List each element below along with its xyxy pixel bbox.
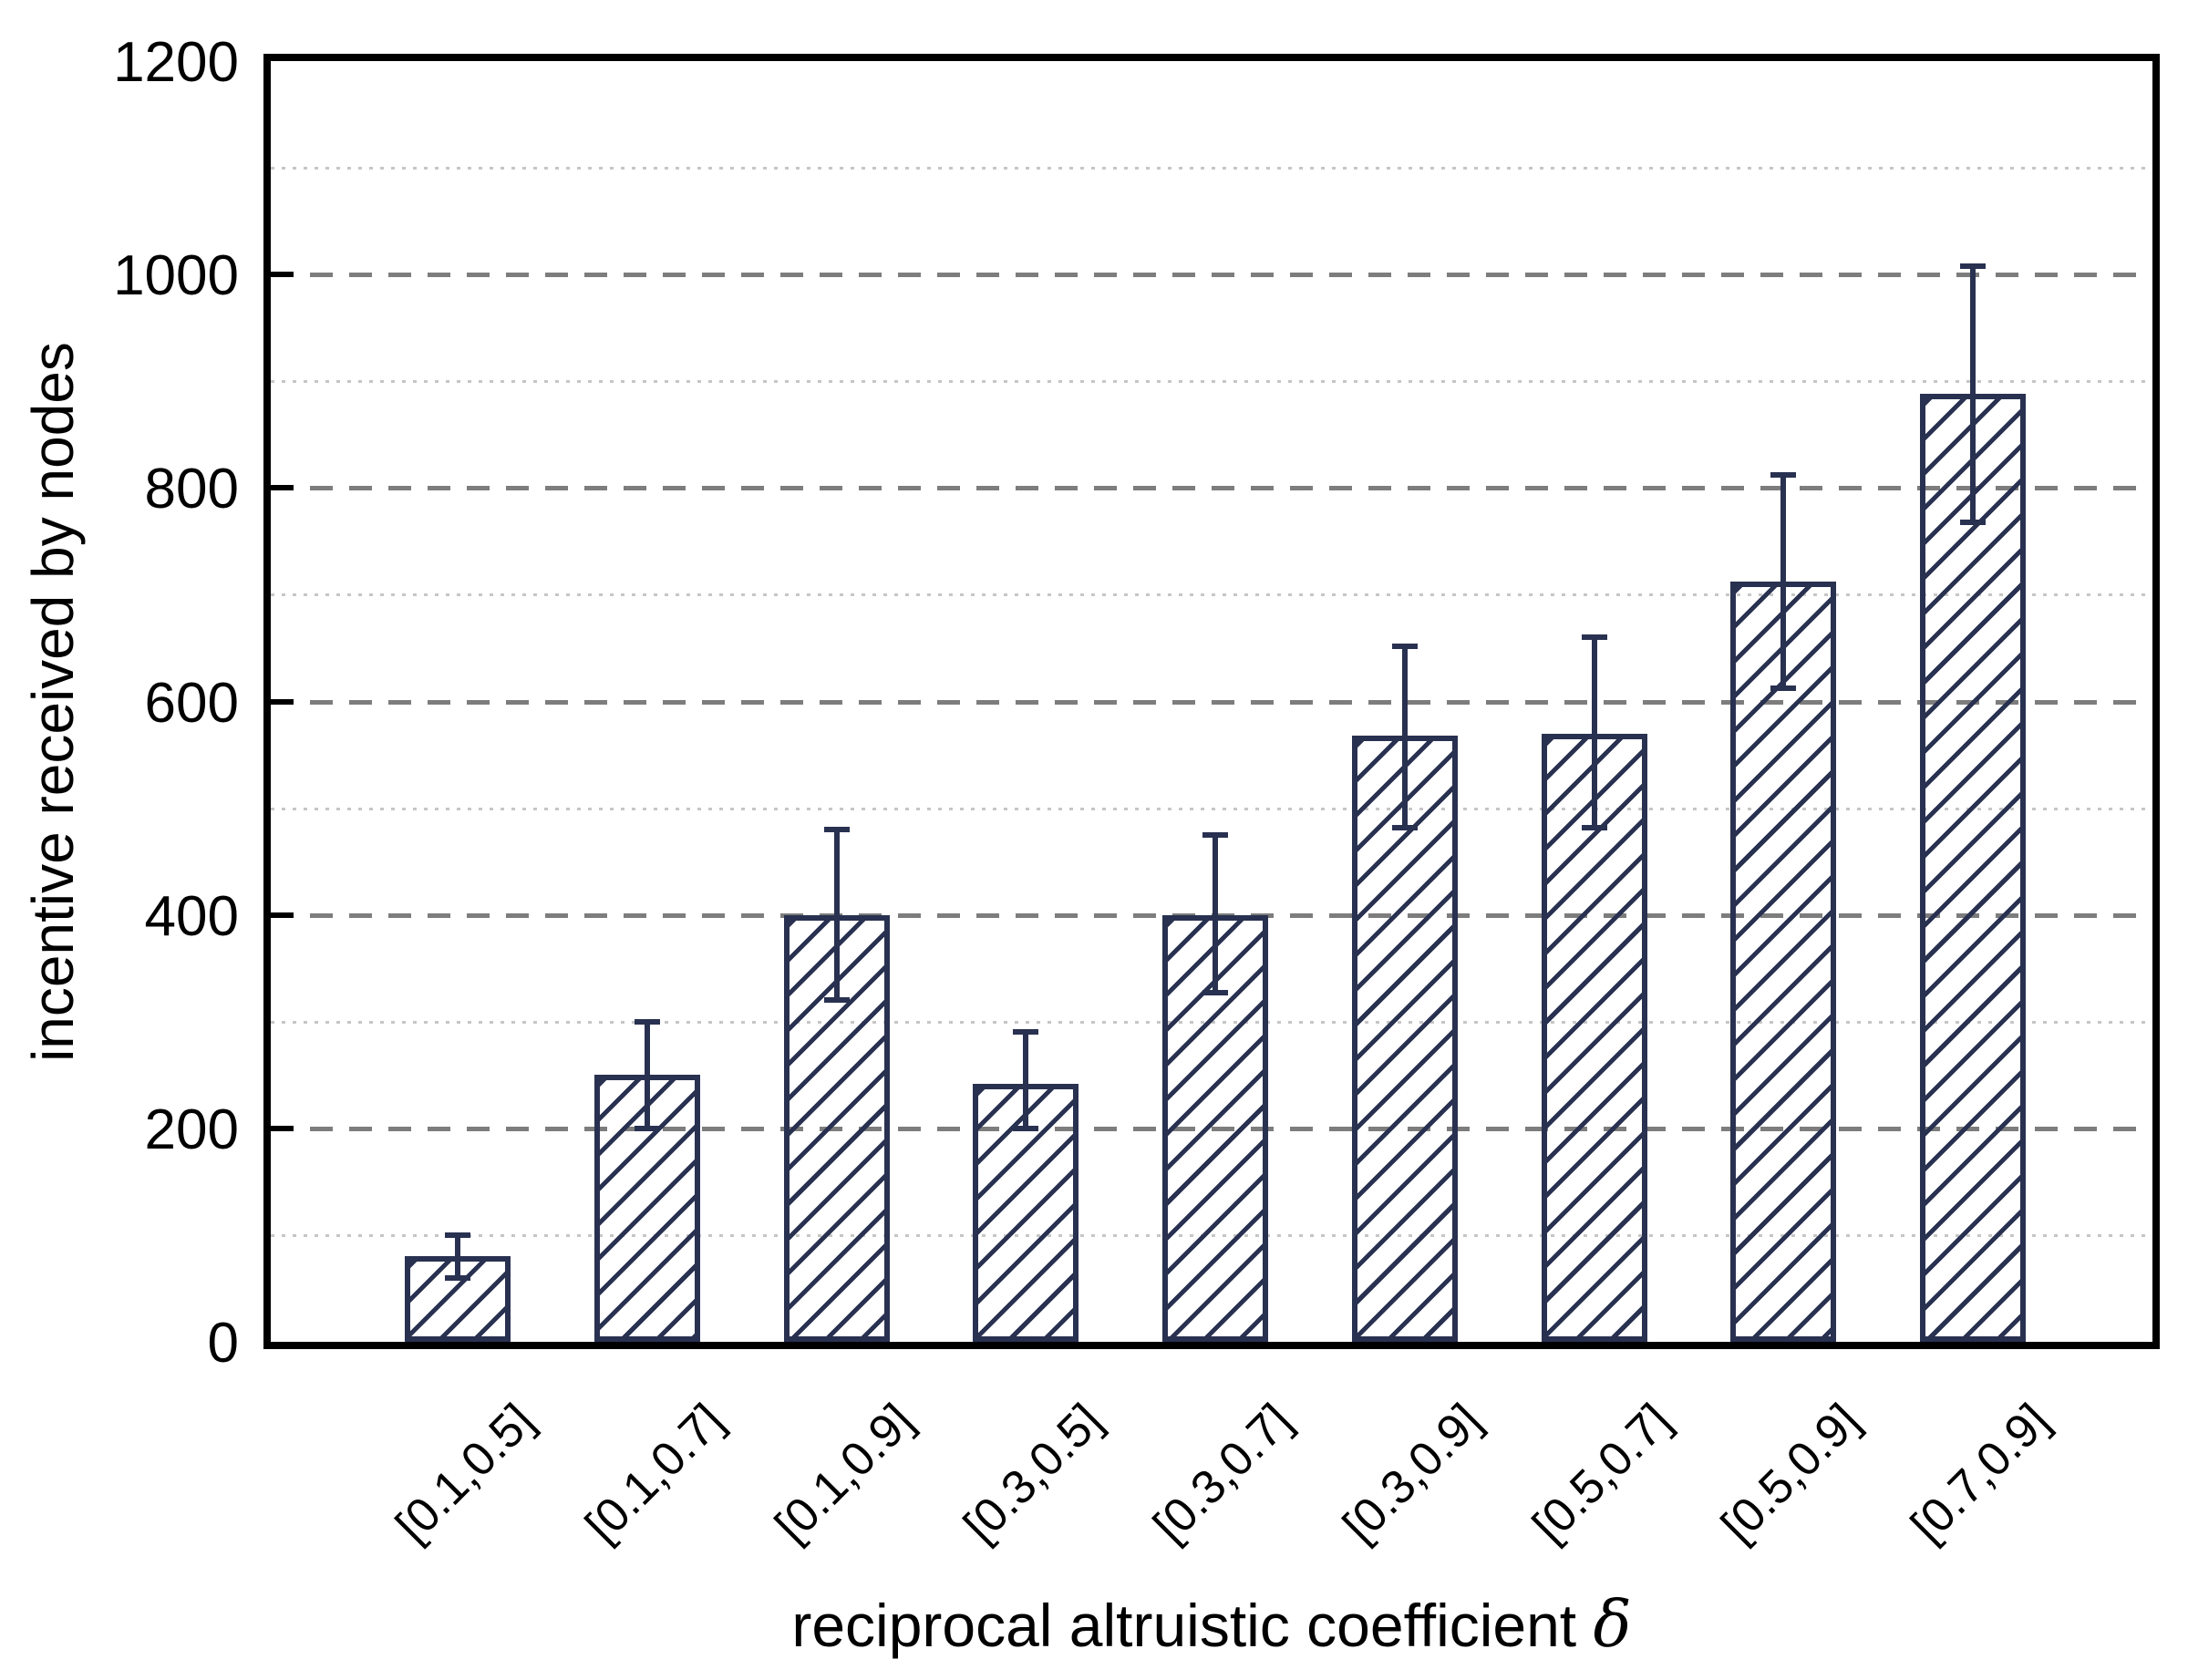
error-bar-cap-top-[0.3,0.9]: [1391, 643, 1418, 649]
error-bar-cap-bottom-[0.3,0.5]: [1013, 1125, 1039, 1131]
error-bar-cap-top-[0.1,0.5]: [445, 1232, 470, 1238]
y-axis-tick-400: [271, 912, 294, 918]
x-axis-title-text: reciprocal altruistic coefficient: [791, 1592, 1594, 1659]
y-tick-label-400: 400: [144, 884, 239, 948]
y-tick-label-600: 600: [144, 671, 239, 735]
x-tick-label-[0.3,0.9]: [0.3,0.9]: [1333, 1394, 1492, 1553]
y-axis-tick-200: [271, 1125, 294, 1131]
error-bar-cap-bottom-[0.1,0.9]: [823, 997, 850, 1004]
x-axis-title-delta-symbol: δ: [1593, 1587, 1632, 1662]
plot-area: [263, 54, 2160, 1349]
error-bar-[0.5,0.7]: [1591, 637, 1597, 828]
error-bar-cap-bottom-[0.5,0.9]: [1770, 685, 1797, 692]
x-tick-label-[0.7,0.9]: [0.7,0.9]: [1901, 1394, 2060, 1553]
error-bar-[0.1,0.7]: [644, 1021, 650, 1129]
y-axis-tick-600: [271, 698, 294, 705]
error-bar-[0.3,0.7]: [1213, 834, 1218, 994]
error-bar-[0.3,0.9]: [1401, 645, 1408, 828]
error-bar-cap-bottom-[0.1,0.7]: [634, 1125, 660, 1131]
y-tick-label-800: 800: [144, 458, 239, 521]
bar-[0.7,0.9]: [1920, 394, 2026, 1342]
y-axis-tick-800: [271, 485, 294, 491]
error-bar-[0.7,0.9]: [1970, 265, 1976, 522]
x-tick-label-[0.1,0.5]: [0.1,0.5]: [386, 1394, 545, 1553]
error-bar-[0.3,0.5]: [1023, 1032, 1029, 1129]
error-bar-cap-top-[0.1,0.7]: [634, 1018, 660, 1025]
y-axis-tick-1000: [271, 272, 294, 278]
error-bar-cap-bottom-[0.3,0.7]: [1202, 990, 1228, 996]
gridline-minor-900: [271, 380, 2152, 384]
x-tick-label-[0.5,0.7]: [0.5,0.7]: [1522, 1394, 1681, 1553]
y-tick-label-200: 200: [144, 1098, 239, 1161]
error-bar-cap-bottom-[0.1,0.5]: [445, 1274, 470, 1281]
gridline-major-1000: [271, 273, 2152, 278]
x-axis-title: reciprocal altruistic coefficient δ: [263, 1588, 2160, 1662]
error-bar-cap-bottom-[0.5,0.7]: [1581, 824, 1607, 830]
gridline-major-600: [271, 699, 2152, 705]
gridline-minor-700: [271, 593, 2152, 597]
x-tick-label-[0.1,0.7]: [0.1,0.7]: [575, 1394, 735, 1553]
error-bar-[0.1,0.5]: [455, 1234, 460, 1278]
error-bar-[0.5,0.9]: [1780, 475, 1787, 689]
error-bar-cap-top-[0.5,0.7]: [1581, 634, 1607, 641]
gridline-major-800: [271, 486, 2152, 491]
y-tick-label-0: 0: [207, 1312, 239, 1375]
y-tick-label-1200: 1200: [113, 31, 239, 94]
error-bar-cap-top-[0.7,0.9]: [1960, 263, 1986, 269]
error-bar-cap-top-[0.5,0.9]: [1770, 472, 1797, 479]
x-tick-label-[0.3,0.5]: [0.3,0.5]: [954, 1394, 1113, 1553]
bar-[0.3,0.9]: [1351, 736, 1458, 1342]
error-bar-cap-top-[0.3,0.7]: [1202, 831, 1228, 838]
error-bar-[0.1,0.9]: [833, 830, 840, 1001]
error-bar-cap-top-[0.1,0.9]: [823, 827, 850, 832]
error-bar-cap-top-[0.3,0.5]: [1013, 1029, 1039, 1036]
gridline-minor-500: [271, 807, 2152, 810]
bar-[0.5,0.9]: [1730, 582, 1837, 1342]
y-tick-label-1000: 1000: [113, 244, 239, 308]
error-bar-cap-bottom-[0.3,0.9]: [1391, 824, 1418, 830]
x-tick-label-[0.3,0.7]: [0.3,0.7]: [1143, 1394, 1303, 1553]
x-tick-label-[0.5,0.9]: [0.5,0.9]: [1711, 1394, 1871, 1553]
error-bar-cap-bottom-[0.7,0.9]: [1960, 519, 1986, 525]
x-tick-label-[0.1,0.9]: [0.1,0.9]: [764, 1394, 924, 1553]
gridline-minor-1100: [271, 167, 2152, 170]
